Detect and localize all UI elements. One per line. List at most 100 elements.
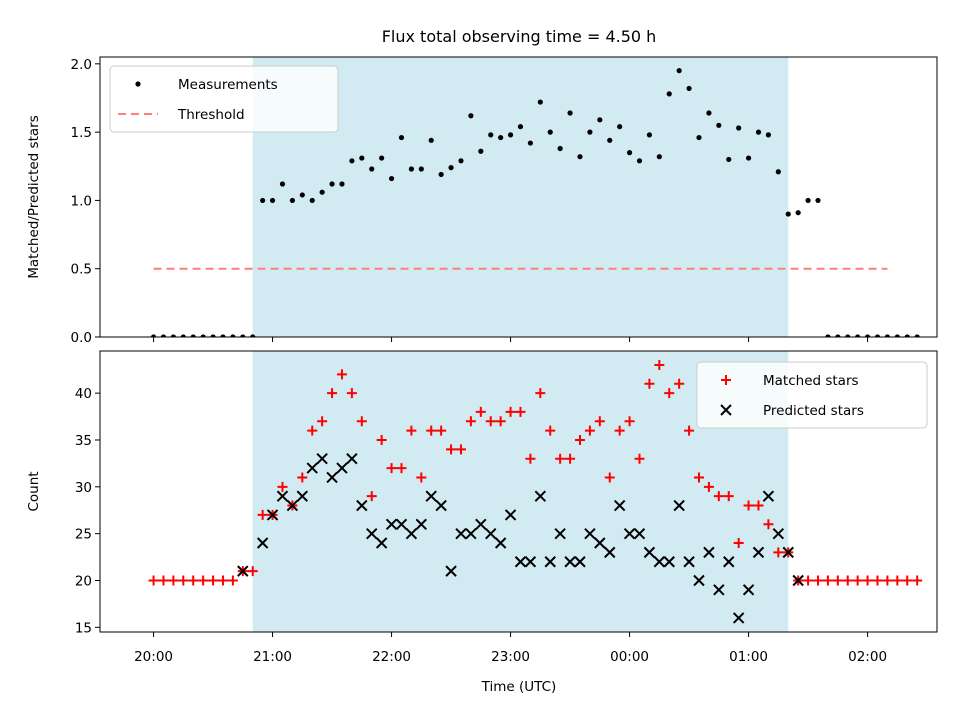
measurement-point (418, 166, 424, 172)
measurement-point (220, 334, 226, 337)
plot-area (148, 351, 923, 632)
matched-star-point (822, 575, 833, 586)
predicted-star-point (633, 527, 646, 540)
matched-star-point (634, 453, 645, 464)
matched-star-point (723, 491, 734, 502)
measurement-point (855, 334, 861, 337)
measurement-point (339, 181, 345, 187)
measurement-point (388, 175, 395, 182)
legend-label: Measurements (178, 77, 278, 93)
predicted-star-point (594, 537, 606, 549)
predicted-star-point (276, 490, 289, 502)
matched-star-point (227, 575, 238, 586)
predicted-star-point (752, 546, 765, 559)
predicted-star-point (653, 556, 666, 568)
matched-star-point (198, 575, 209, 586)
measurement-point (577, 154, 583, 160)
predicted-star-point (663, 556, 675, 568)
matched-star-point (455, 444, 466, 455)
matched-star-point (515, 406, 526, 417)
measurement-point (557, 145, 563, 152)
y-tick-label: 0.0 (71, 330, 92, 346)
x-tick-label: 00:00 (610, 649, 649, 665)
predicted-star-point (237, 565, 249, 577)
predicted-star-point (772, 527, 785, 540)
matched-star-point (892, 575, 903, 586)
matched-star-point (872, 575, 883, 586)
predicted-star-point (286, 499, 299, 512)
predicted-star-point (375, 537, 388, 549)
matched-star-point (297, 472, 308, 483)
legend-box (696, 361, 928, 429)
predicted-star-point (326, 471, 338, 484)
legend-label: Matched stars (763, 373, 859, 389)
measurement-point (795, 210, 801, 216)
measurement-point (517, 124, 524, 130)
matched-star-point (654, 360, 665, 371)
measurement-point (537, 99, 543, 105)
matched-star-point (584, 425, 595, 436)
measurement-point (884, 334, 891, 337)
measurement-point (874, 334, 881, 337)
matched-star-point (912, 575, 923, 586)
measurement-point (507, 132, 514, 138)
matched-star-point (743, 500, 754, 511)
matched-star-point (882, 575, 893, 586)
matched-star-point (148, 575, 159, 586)
y-tick-label: 30 (75, 480, 92, 496)
matched-star-point (307, 425, 318, 436)
bottom-panel: 15 20 25 30 35 40 20:00 21:00 22:00 23:00 00:00 01:… (26, 350, 938, 665)
matched-star-point (574, 434, 585, 445)
y-tick-label: 35 (75, 433, 92, 449)
measurement-point (260, 197, 266, 204)
matched-star-point (832, 575, 843, 586)
matched-star-point (852, 575, 863, 586)
matched-star-point (565, 453, 576, 464)
measurement-point (448, 165, 454, 171)
legend-marker-measurements (135, 81, 141, 87)
measurement-point (706, 110, 712, 116)
matched-star-point (217, 575, 228, 586)
matched-star-point (604, 472, 615, 483)
matched-star-point (188, 575, 199, 586)
predicted-star-point (336, 462, 348, 474)
predicted-star-point (673, 499, 685, 512)
predicted-star-point (405, 527, 418, 540)
predicted-star-point (266, 509, 279, 521)
x-tick-label: 02:00 (848, 649, 887, 665)
predicted-star-point (296, 490, 309, 502)
measurement-point (269, 197, 276, 204)
predicted-star-point (415, 518, 428, 530)
measurement-point (775, 169, 781, 175)
measurement-point (438, 171, 444, 178)
measurement-point (726, 156, 732, 163)
measurement-point (656, 154, 662, 160)
measurement-point (835, 334, 841, 337)
x-tick-label: 21:00 (253, 649, 292, 665)
matched-star-point (158, 575, 169, 586)
predicted-star-point (514, 556, 527, 568)
predicted-star-point (544, 556, 556, 568)
x-tick-label: 22:00 (372, 649, 411, 665)
observing-window (252, 57, 789, 337)
measurement-point (379, 155, 385, 161)
predicted-star-point (306, 462, 318, 474)
predicted-star-point (683, 556, 695, 568)
measurement-point (825, 334, 831, 337)
measurement-point (289, 197, 295, 204)
measurement-point (329, 181, 335, 187)
matched-star-point (426, 425, 437, 436)
measurement-point (279, 181, 286, 187)
measurement-point (567, 110, 573, 116)
predicted-star-point (792, 574, 804, 587)
predicted-star-point (534, 490, 547, 502)
measurement-point (736, 125, 742, 131)
predicted-star-point (762, 490, 775, 502)
measurement-point (180, 334, 186, 337)
matched-star-point (803, 575, 814, 586)
measurement-point (765, 132, 772, 138)
measurement-point (170, 334, 176, 337)
matched-star-point (178, 575, 189, 586)
measurement-point (745, 155, 752, 161)
matched-star-point (208, 575, 219, 586)
